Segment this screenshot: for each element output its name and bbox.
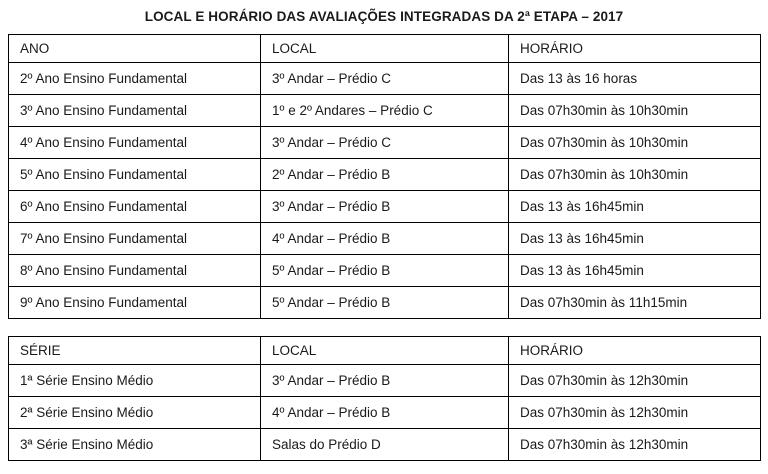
cell-horario: Das 13 às 16h45min xyxy=(508,190,761,223)
cell-ano: 9º Ano Ensino Fundamental xyxy=(8,286,261,319)
cell-horario: Das 07h30min às 10h30min xyxy=(508,158,761,191)
cell-ano: 7º Ano Ensino Fundamental xyxy=(8,222,261,255)
cell-ano: 2º Ano Ensino Fundamental xyxy=(8,62,261,95)
cell-horario: Das 13 às 16h45min xyxy=(508,254,761,287)
cell-local: 5º Andar – Prédio B xyxy=(260,254,509,287)
cell-ano: 8º Ano Ensino Fundamental xyxy=(8,254,261,287)
cell-local: 4º Andar – Prédio B xyxy=(260,396,509,429)
cell-local: 2º Andar – Prédio B xyxy=(260,158,509,191)
cell-horario: Das 13 às 16 horas xyxy=(508,62,761,95)
cell-ano: 5º Ano Ensino Fundamental xyxy=(8,158,261,191)
table-row: 8º Ano Ensino Fundamental 5º Andar – Pré… xyxy=(8,254,761,287)
cell-local: 3º Andar – Prédio C xyxy=(260,62,509,95)
cell-local: Salas do Prédio D xyxy=(260,428,509,461)
column-header-horario: HORÁRIO xyxy=(508,336,761,365)
table-row: 7º Ano Ensino Fundamental 4º Andar – Pré… xyxy=(8,222,761,255)
page-title: LOCAL E HORÁRIO DAS AVALIAÇÕES INTEGRADA… xyxy=(144,9,624,24)
cell-horario: Das 07h30min às 12h30min xyxy=(508,428,761,461)
table-row: 2ª Série Ensino Médio 4º Andar – Prédio … xyxy=(8,396,761,429)
cell-ano: 4º Ano Ensino Fundamental xyxy=(8,126,261,159)
cell-local: 3º Andar – Prédio B xyxy=(260,364,509,397)
table-row: 1ª Série Ensino Médio 3º Andar – Prédio … xyxy=(8,364,761,397)
cell-horario: Das 07h30min às 10h30min xyxy=(508,94,761,127)
cell-serie: 1ª Série Ensino Médio xyxy=(8,364,261,397)
cell-local: 1º e 2º Andares – Prédio C xyxy=(260,94,509,127)
table-row: 2º Ano Ensino Fundamental 3º Andar – Pré… xyxy=(8,62,761,95)
schedule-table-ensino-medio: SÉRIE LOCAL HORÁRIO 1ª Série Ensino Médi… xyxy=(8,336,761,461)
column-header-horario: HORÁRIO xyxy=(508,34,761,63)
cell-local: 4º Andar – Prédio B xyxy=(260,222,509,255)
cell-serie: 3ª Série Ensino Médio xyxy=(8,428,261,461)
cell-ano: 6º Ano Ensino Fundamental xyxy=(8,190,261,223)
table-row: 5º Ano Ensino Fundamental 2º Andar – Pré… xyxy=(8,158,761,191)
table-row: 3º Ano Ensino Fundamental 1º e 2º Andare… xyxy=(8,94,761,127)
column-header-local: LOCAL xyxy=(260,34,509,63)
cell-ano: 3º Ano Ensino Fundamental xyxy=(8,94,261,127)
cell-horario: Das 07h30min às 12h30min xyxy=(508,396,761,429)
cell-horario: Das 07h30min às 12h30min xyxy=(508,364,761,397)
schedule-table-ensino-fundamental: ANO LOCAL HORÁRIO 2º Ano Ensino Fundamen… xyxy=(8,34,761,319)
cell-local: 3º Andar – Prédio C xyxy=(260,126,509,159)
cell-local: 5º Andar – Prédio B xyxy=(260,286,509,319)
header-row: SÉRIE LOCAL HORÁRIO xyxy=(8,336,761,365)
table-row: 3ª Série Ensino Médio Salas do Prédio D … xyxy=(8,428,761,461)
column-header-serie: SÉRIE xyxy=(8,336,261,365)
table-row: 9º Ano Ensino Fundamental 5º Andar – Pré… xyxy=(8,286,761,319)
cell-horario: Das 07h30min às 11h15min xyxy=(508,286,761,319)
cell-local: 3º Andar – Prédio B xyxy=(260,190,509,223)
cell-horario: Das 13 às 16h45min xyxy=(508,222,761,255)
column-header-local: LOCAL xyxy=(260,336,509,365)
table-row: 6º Ano Ensino Fundamental 3º Andar – Pré… xyxy=(8,190,761,223)
table-row: 4º Ano Ensino Fundamental 3º Andar – Pré… xyxy=(8,126,761,159)
cell-horario: Das 07h30min às 10h30min xyxy=(508,126,761,159)
cell-serie: 2ª Série Ensino Médio xyxy=(8,396,261,429)
column-header-ano: ANO xyxy=(8,34,261,63)
header-row: ANO LOCAL HORÁRIO xyxy=(8,34,761,63)
